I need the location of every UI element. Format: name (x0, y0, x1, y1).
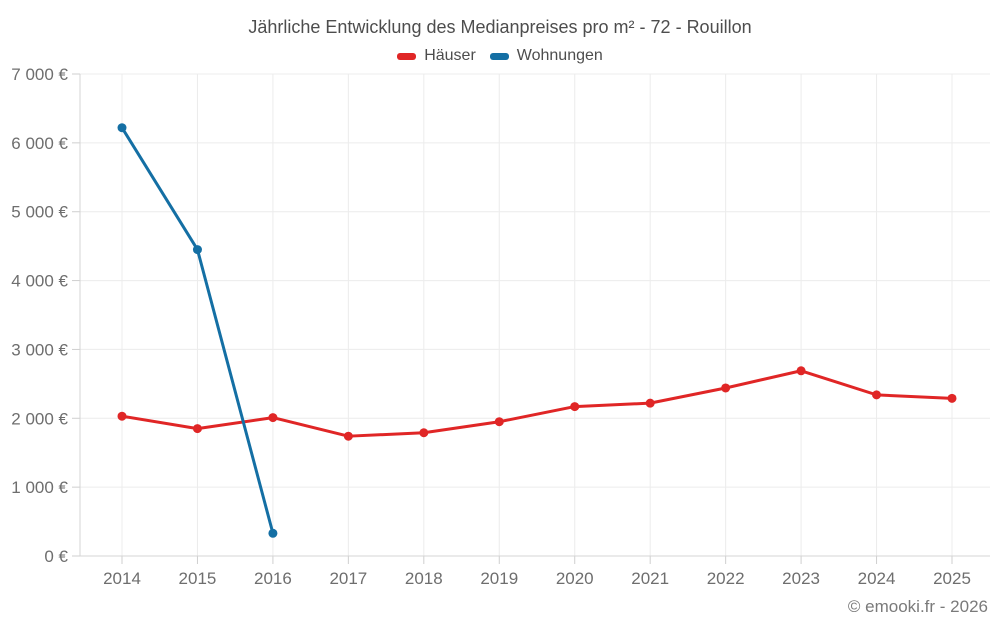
svg-text:5 000 €: 5 000 € (11, 203, 68, 222)
svg-text:4 000 €: 4 000 € (11, 272, 68, 291)
svg-text:2015: 2015 (179, 569, 217, 588)
svg-text:2022: 2022 (707, 569, 745, 588)
svg-text:2 000 €: 2 000 € (11, 409, 68, 428)
svg-text:1 000 €: 1 000 € (11, 478, 68, 497)
copyright-watermark: © emooki.fr - 2026 (847, 597, 988, 616)
svg-text:2024: 2024 (858, 569, 896, 588)
svg-text:0 €: 0 € (44, 547, 68, 566)
chart-title: Jährliche Entwicklung des Medianpreises … (248, 17, 752, 37)
haeuser-legend-label: Häuser (424, 47, 476, 64)
chart-legend: Häuser Wohnungen (0, 46, 1000, 66)
svg-text:2021: 2021 (631, 569, 669, 588)
svg-text:2017: 2017 (329, 569, 367, 588)
legend-item-haeuser[interactable]: Häuser (397, 46, 476, 66)
svg-text:7 000 €: 7 000 € (11, 65, 68, 84)
svg-text:2016: 2016 (254, 569, 292, 588)
wohnungen-legend-label: Wohnungen (516, 47, 603, 64)
svg-text:6 000 €: 6 000 € (11, 134, 68, 153)
svg-text:2019: 2019 (480, 569, 518, 588)
haeuser-legend-swatch-icon (397, 52, 417, 60)
legend-item-wohnungen[interactable]: Wohnungen (489, 46, 603, 66)
svg-text:2025: 2025 (933, 569, 971, 588)
svg-text:2023: 2023 (782, 569, 820, 588)
svg-text:2014: 2014 (103, 569, 141, 588)
svg-text:3 000 €: 3 000 € (11, 340, 68, 359)
svg-text:2020: 2020 (556, 569, 594, 588)
wohnungen-legend-swatch-icon (489, 52, 509, 60)
svg-text:2018: 2018 (405, 569, 443, 588)
